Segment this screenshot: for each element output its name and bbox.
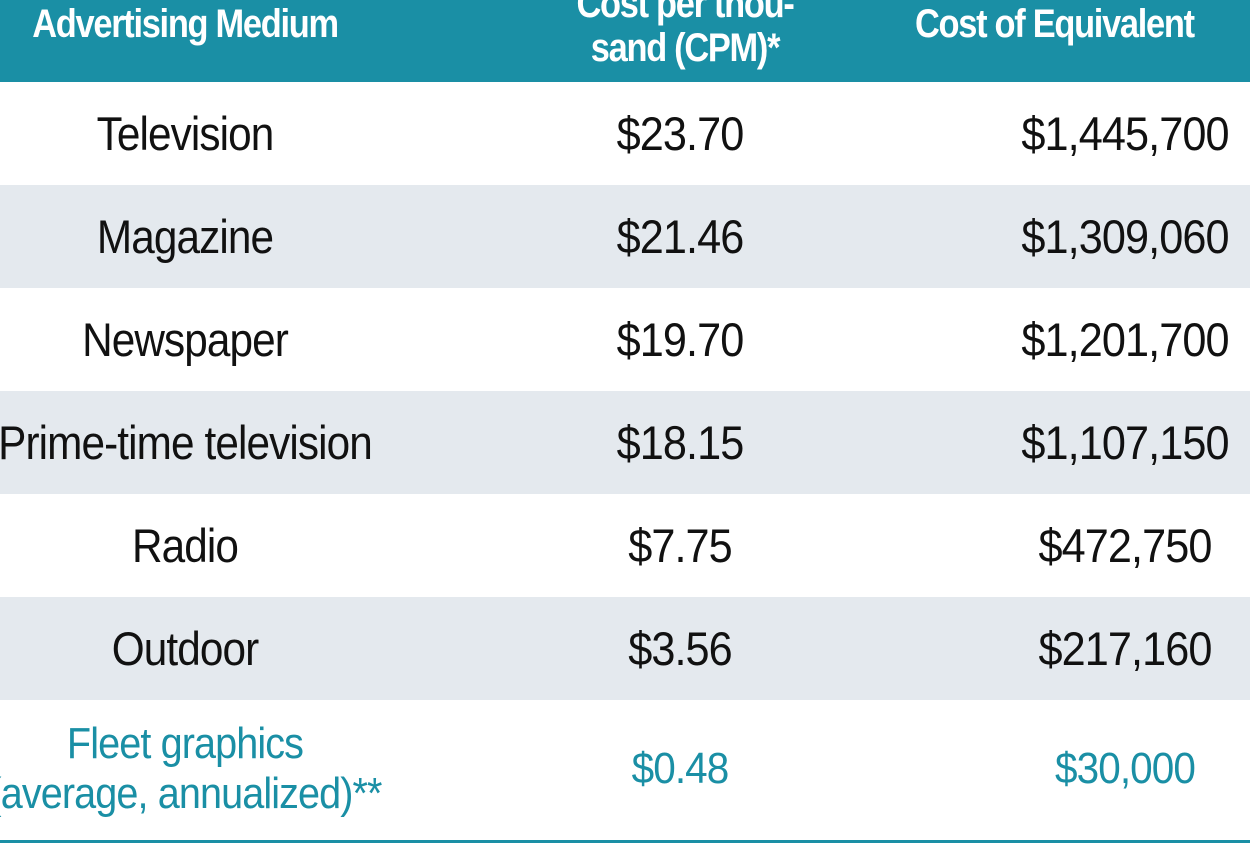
cost-cell: $217,160 — [1038, 621, 1212, 675]
medium-label: (average, annualized)** — [0, 769, 382, 818]
cost-cell: $472,750 — [1038, 518, 1212, 572]
medium-label: Television — [96, 106, 275, 160]
cost-cell: $1,107,150 — [1021, 415, 1229, 469]
cpm-cell: $23.70 — [616, 106, 745, 160]
medium-label: Prime-time television — [0, 415, 373, 469]
header-label: Cost per thou- sand (CPM)* — [576, 0, 795, 70]
medium-label: Fleet graphics — [66, 719, 304, 768]
cpm-cell: $21.46 — [616, 209, 745, 263]
header-label: Advertising Medium — [32, 2, 339, 46]
table-row: Newspaper $19.70 $1,201,700 — [0, 288, 1250, 391]
cpm-cell: $18.15 — [616, 415, 745, 469]
cost-cell: $30,000 — [1055, 744, 1196, 793]
cpm-cell: $19.70 — [616, 312, 745, 366]
medium-label: Magazine — [96, 209, 274, 263]
header-label: Cost of Equivalent — [915, 2, 1195, 46]
medium-label: Newspaper — [82, 312, 289, 366]
table-row: Magazine $21.46 $1,309,060 — [0, 185, 1250, 288]
header-cpm: Cost per thou- sand (CPM)* — [423, 0, 948, 70]
table-row: Fleet graphics (average, annualized)** $0.… — [0, 700, 1250, 838]
cost-cell: $1,201,700 — [1021, 312, 1229, 366]
medium-cell: Radio — [0, 494, 460, 597]
medium-cell: Fleet graphics (average, annualized)** — [0, 700, 460, 838]
medium-cell: Magazine — [0, 185, 460, 288]
table-row: Radio $7.75 $472,750 — [0, 494, 1250, 597]
cpm-cell: $3.56 — [628, 621, 733, 675]
table-row: Prime-time television $18.15 $1,107,150 — [0, 391, 1250, 494]
cost-cell: $1,309,060 — [1021, 209, 1229, 263]
bottom-rule — [0, 840, 1250, 843]
header-cost-equivalent: Cost of Equivalent — [915, 0, 1250, 46]
medium-label: Outdoor — [111, 621, 259, 675]
medium-cell: Television — [0, 82, 460, 185]
cost-cell: $1,445,700 — [1021, 106, 1229, 160]
cpm-cell: $7.75 — [628, 518, 733, 572]
header-advertising-medium: Advertising Medium — [0, 0, 447, 46]
medium-cell: Newspaper — [0, 288, 460, 391]
cpm-cell: $0.48 — [631, 744, 730, 793]
medium-cell: Outdoor — [0, 597, 460, 700]
table-row: Outdoor $3.56 $217,160 — [0, 597, 1250, 700]
table-header: Advertising Medium Cost per thou- sand (… — [0, 0, 1250, 82]
medium-cell: Prime-time television — [0, 391, 460, 494]
table-row: Television $23.70 $1,445,700 — [0, 82, 1250, 185]
medium-label: Radio — [131, 518, 239, 572]
